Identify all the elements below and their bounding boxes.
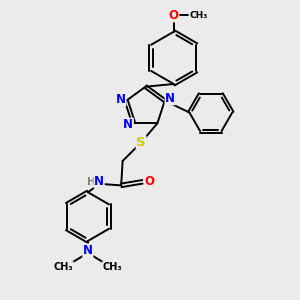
Text: O: O xyxy=(144,175,154,188)
Text: CH₃: CH₃ xyxy=(102,262,122,272)
Text: O: O xyxy=(169,9,179,22)
Text: N: N xyxy=(83,244,93,257)
Text: CH₃: CH₃ xyxy=(189,11,207,20)
Text: H: H xyxy=(87,176,96,187)
Text: S: S xyxy=(136,136,146,149)
Text: N: N xyxy=(116,93,126,106)
Text: CH₃: CH₃ xyxy=(54,262,73,272)
Text: N: N xyxy=(165,92,175,105)
Text: N: N xyxy=(123,118,133,131)
Text: N: N xyxy=(94,175,104,188)
